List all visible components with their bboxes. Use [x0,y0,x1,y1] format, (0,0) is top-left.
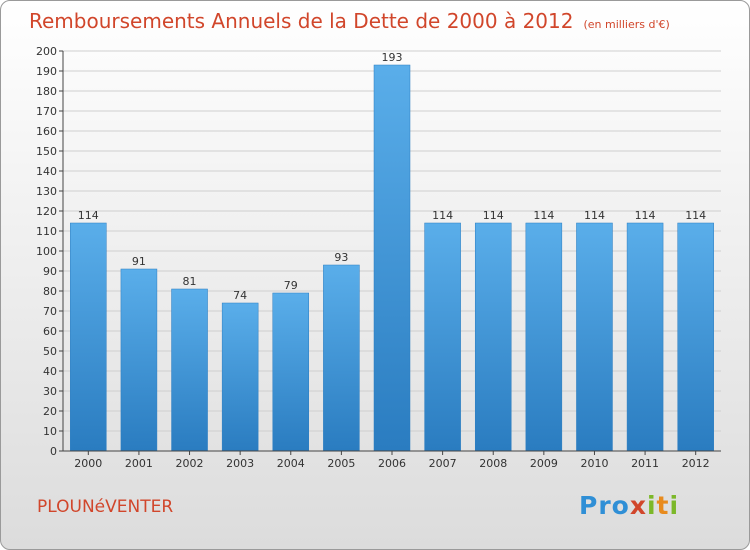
x-tick-label: 2001 [125,457,153,470]
bar [70,222,107,452]
bar [677,222,714,452]
bar-value-label: 114 [78,209,99,222]
x-tick-label: 2006 [378,457,406,470]
y-tick-label: 40 [43,365,57,378]
bar [120,268,158,452]
bar [424,222,461,452]
bar-value-label: 114 [584,209,605,222]
chart-title: Remboursements Annuels de la Dette de 20… [29,9,670,33]
x-tick-label: 2007 [429,457,457,470]
y-tick-label: 180 [36,85,57,98]
bar [272,292,310,452]
bar [626,222,664,452]
bar-value-label: 114 [635,209,656,222]
y-tick-label: 190 [36,65,57,78]
y-tick-label: 170 [36,105,57,118]
x-tick-label: 2000 [74,457,102,470]
y-tick-label: 50 [43,345,57,358]
bar-value-label: 93 [334,251,348,264]
chart-unit: (en milliers d'€) [583,18,670,31]
y-tick-label: 110 [36,225,57,238]
bar [373,64,411,452]
y-tick-label: 200 [36,45,57,58]
y-tick-label: 120 [36,205,57,218]
bar-value-label: 114 [685,209,706,222]
x-tick-label: 2011 [631,457,659,470]
y-tick-label: 60 [43,325,57,338]
y-tick-label: 10 [43,425,57,438]
y-tick-label: 140 [36,165,57,178]
x-tick-label: 2004 [277,457,305,470]
y-tick-label: 160 [36,125,57,138]
y-tick-label: 70 [43,305,57,318]
commune-name: PLOUNéVENTER [37,497,174,517]
bar [323,264,360,452]
bar [171,288,208,452]
x-tick-label: 2008 [479,457,507,470]
bar-value-label: 193 [382,51,403,64]
y-tick-label: 30 [43,385,57,398]
bar-value-label: 91 [132,255,146,268]
bar-value-label: 114 [533,209,554,222]
bar [474,222,512,452]
bar-value-label: 79 [284,279,298,292]
bar-value-label: 114 [432,209,453,222]
y-tick-label: 80 [43,285,57,298]
x-tick-label: 2003 [226,457,254,470]
x-tick-label: 2009 [530,457,558,470]
y-tick-label: 150 [36,145,57,158]
bar-value-label: 114 [483,209,504,222]
y-tick-label: 90 [43,265,57,278]
x-tick-label: 2005 [327,457,355,470]
bar [576,222,613,452]
bar-value-label: 81 [183,275,197,288]
y-tick-label: 100 [36,245,57,258]
y-tick-label: 0 [50,445,57,458]
proxiti-logo: Proxiti [579,491,680,520]
bar [221,302,259,452]
x-tick-label: 2002 [176,457,204,470]
y-tick-label: 20 [43,405,57,418]
x-tick-label: 2010 [580,457,608,470]
bar [525,222,563,452]
y-tick-label: 130 [36,185,57,198]
bar-value-label: 74 [233,289,247,302]
x-tick-label: 2012 [682,457,710,470]
